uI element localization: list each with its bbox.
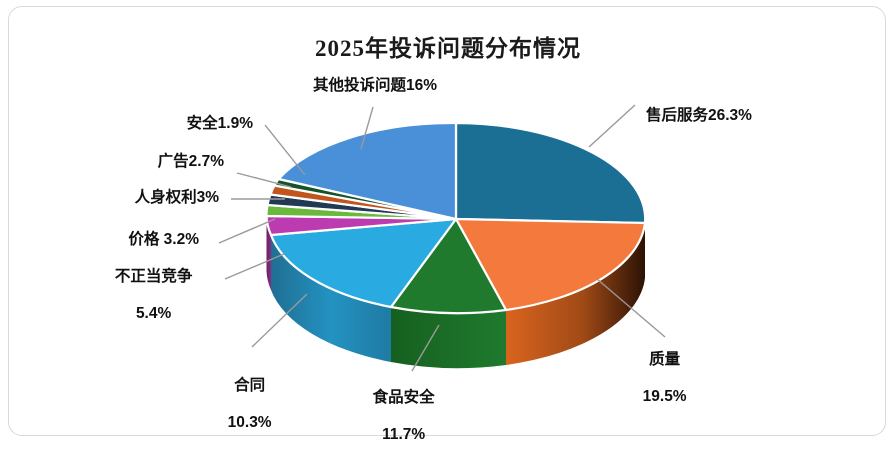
- label-contract-line2: 10.3%: [227, 413, 272, 431]
- slice-food-safety: [389, 217, 508, 315]
- label-contract-line1: 合同: [234, 377, 266, 395]
- label-unfair-competition-line2: 5.4%: [135, 304, 172, 322]
- slice-quality: [454, 217, 647, 312]
- leader-contract: [251, 293, 308, 348]
- leader-safety: [264, 124, 306, 176]
- label-after-sales: 售后服务26.3%: [646, 107, 752, 124]
- label-food-safety-line2: 11.7%: [382, 425, 426, 443]
- chart-card: 2025年投诉问题分布情况: [8, 6, 886, 443]
- pie-side-walls: [266, 216, 645, 369]
- label-quality-line1: 质量: [649, 351, 681, 369]
- pie-top-face: [265, 121, 647, 315]
- leader-price: [218, 218, 276, 244]
- label-advertising: 广告2.7%: [157, 153, 224, 170]
- label-other: 其他投诉问题16%: [312, 77, 438, 94]
- leader-other: [360, 106, 374, 150]
- leader-quality: [596, 278, 666, 338]
- pie-chart-3d: [218, 104, 666, 372]
- slice-contract: [269, 217, 458, 309]
- label-unfair-competition: 不正当竞争 5.4%: [71, 250, 219, 341]
- label-unfair-competition-line1: 不正当竞争: [114, 268, 193, 286]
- label-personal-rights: 人身权利3%: [134, 189, 219, 206]
- leader-lines: [218, 104, 666, 372]
- slice-other: [277, 121, 458, 221]
- label-safety: 安全1.9%: [186, 115, 253, 132]
- label-food-safety: 食品安全 11.7%: [347, 371, 443, 462]
- leader-after-sales: [588, 104, 636, 148]
- label-quality-line2: 19.5%: [642, 387, 687, 405]
- leader-food-safety: [411, 324, 440, 372]
- label-price: 价格 3.2%: [128, 231, 199, 248]
- chart-title: 2025年投诉问题分布情况: [315, 36, 581, 61]
- label-quality: 质量 19.5%: [621, 333, 691, 424]
- label-food-safety-line1: 食品安全: [372, 389, 435, 407]
- leader-advertising: [236, 172, 292, 188]
- label-contract: 合同 10.3%: [201, 359, 281, 450]
- slice-after-sales: [454, 121, 647, 225]
- leader-unfair-competition: [224, 253, 285, 280]
